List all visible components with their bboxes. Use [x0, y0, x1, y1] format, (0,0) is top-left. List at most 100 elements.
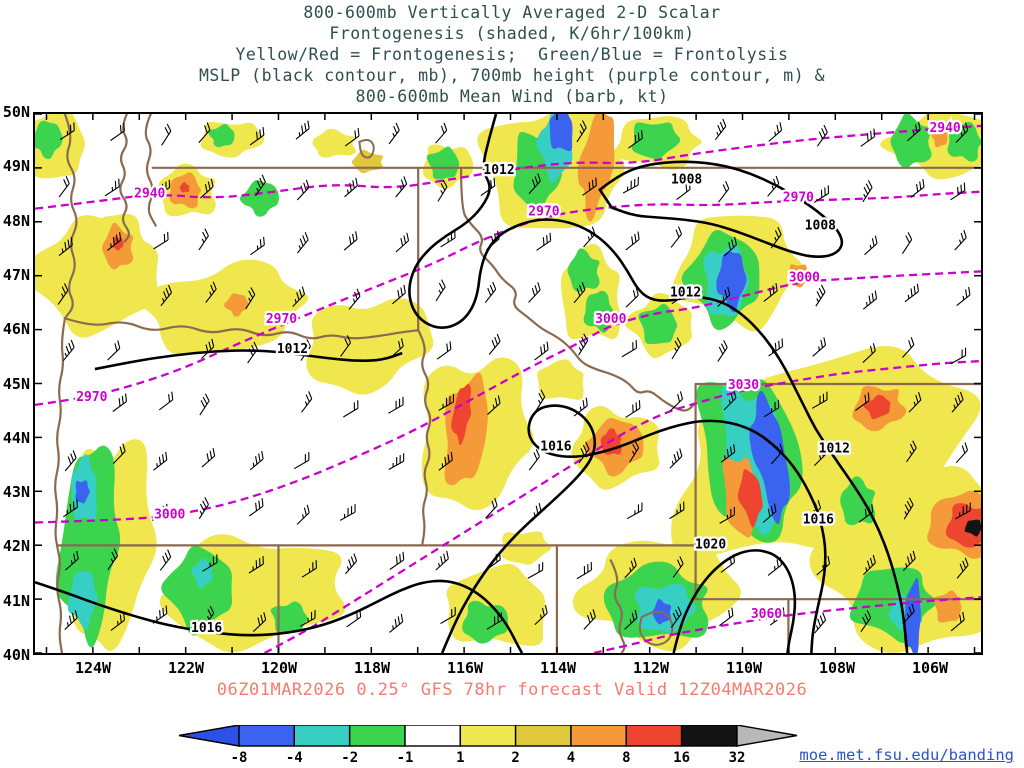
wind-barb: [340, 335, 352, 357]
wind-barb: [389, 551, 405, 570]
wind-barb: [64, 610, 78, 630]
wind-barb: [813, 185, 830, 203]
wind-barb: [902, 550, 916, 571]
wind-barb: [107, 340, 121, 361]
wind-barb: [300, 339, 311, 361]
wind-barb: [717, 286, 731, 307]
wind-barb: [159, 549, 172, 571]
wind-barb: [440, 607, 456, 624]
wind-barb: [486, 551, 501, 571]
wind-barb: [770, 226, 782, 249]
wind-barb: [670, 226, 683, 248]
wind-barb: [348, 288, 361, 310]
wind-barb: [720, 554, 736, 573]
contour-labels-layer: 1012 1008 1008 1012 1012 1016 1012 1016 1020 1016…: [74, 119, 963, 639]
state-border: [609, 559, 626, 653]
colorbar-tick-label: -4: [286, 750, 303, 766]
wind-barb: [390, 338, 404, 359]
wind-barb: [343, 400, 359, 418]
wind-barb: [344, 177, 358, 198]
title-line: Yellow/Red = Frontogenesis; Green/Blue =…: [235, 45, 789, 64]
axis-ticks: [35, 114, 981, 653]
shaded-region: [137, 259, 309, 355]
wind-barb: [205, 281, 217, 303]
wind-barb: [770, 443, 783, 465]
wind-barb: [811, 391, 828, 409]
lon-label: 116W: [446, 659, 484, 677]
state-border: [63, 317, 420, 340]
wind-barb: [436, 341, 452, 360]
wind-barb: [297, 232, 309, 254]
wind-barb: [578, 333, 589, 356]
colorbar-tick-label: 8: [622, 750, 630, 766]
wind-barb: [955, 442, 969, 464]
contour-label: 1016: [191, 621, 222, 636]
contour-label: 1008: [671, 173, 702, 188]
wind-barb: [951, 391, 964, 413]
colorbar-segment: [680, 725, 738, 747]
state-border: [417, 329, 432, 547]
wind-barb: [248, 498, 264, 517]
wind-barb: [395, 176, 408, 198]
map-plot: 1012 1008 1008 1012 1012 1016 1012 1016 1020 1016…: [35, 114, 981, 653]
shaded-region: [945, 503, 981, 548]
wind-barb: [669, 448, 683, 469]
wind-barb: [440, 229, 456, 248]
wind-barb: [63, 339, 75, 361]
lon-label: 122W: [167, 659, 205, 677]
lat-label: 42N: [2, 537, 30, 556]
wind-barb: [301, 560, 317, 578]
shaded-region: [444, 372, 488, 486]
shaded-region: [583, 290, 614, 333]
lat-label: 40N: [2, 646, 30, 664]
wind-barb: [388, 122, 400, 145]
lat-label: 47N: [2, 265, 30, 284]
shaded-region: [161, 545, 233, 636]
mslp-contours-layer: [35, 114, 909, 653]
title-line: 800-600mb Vertically Averaged 2-D Scalar: [303, 3, 721, 22]
wind-barb: [198, 228, 209, 251]
wind-barb: [486, 612, 503, 630]
lon-label: 106W: [911, 659, 949, 677]
wind-barb: [528, 449, 540, 471]
wind-barbs-layer: [57, 118, 971, 634]
wind-barb: [527, 562, 544, 579]
shaded-region: [306, 298, 434, 395]
wind-barb: [534, 605, 548, 626]
contour-label: 1012: [483, 163, 514, 178]
wind-barb: [435, 279, 446, 302]
colorbar-tick-label: 4: [567, 750, 575, 766]
height-contour: [263, 359, 981, 653]
credit-link[interactable]: moe.met.fsu.edu/banding: [799, 746, 1014, 764]
contour-label: 2970: [783, 191, 814, 206]
wind-barb: [245, 287, 256, 310]
wind-barb: [956, 557, 969, 579]
contour-label: 2970: [528, 205, 559, 220]
wind-barb: [955, 502, 971, 520]
wind-barb: [292, 286, 306, 307]
lat-label: 49N: [2, 157, 30, 176]
state-border: [63, 114, 78, 320]
lat-label: 48N: [2, 211, 30, 230]
wind-barb: [762, 503, 777, 523]
shaded-region: [191, 558, 213, 589]
shaded-region: [788, 264, 810, 288]
shaded-region: [638, 303, 678, 345]
wind-barb: [161, 123, 172, 146]
wind-barb: [902, 603, 915, 625]
wind-barb: [626, 502, 643, 520]
contour-label: 1012: [277, 342, 308, 357]
height-contour: [35, 270, 981, 524]
contour-label: 2970: [76, 390, 107, 405]
wind-barb: [904, 283, 919, 303]
wind-barb: [110, 612, 126, 631]
contour-label: 3000: [154, 508, 185, 523]
lat-label: 46N: [2, 320, 30, 339]
wind-barb: [950, 611, 965, 632]
state-border: [460, 166, 697, 412]
wind-barb: [153, 451, 168, 471]
wind-barb: [814, 612, 827, 634]
wind-barb: [576, 562, 592, 580]
wind-barb: [903, 497, 914, 520]
wind-barb: [573, 397, 588, 417]
